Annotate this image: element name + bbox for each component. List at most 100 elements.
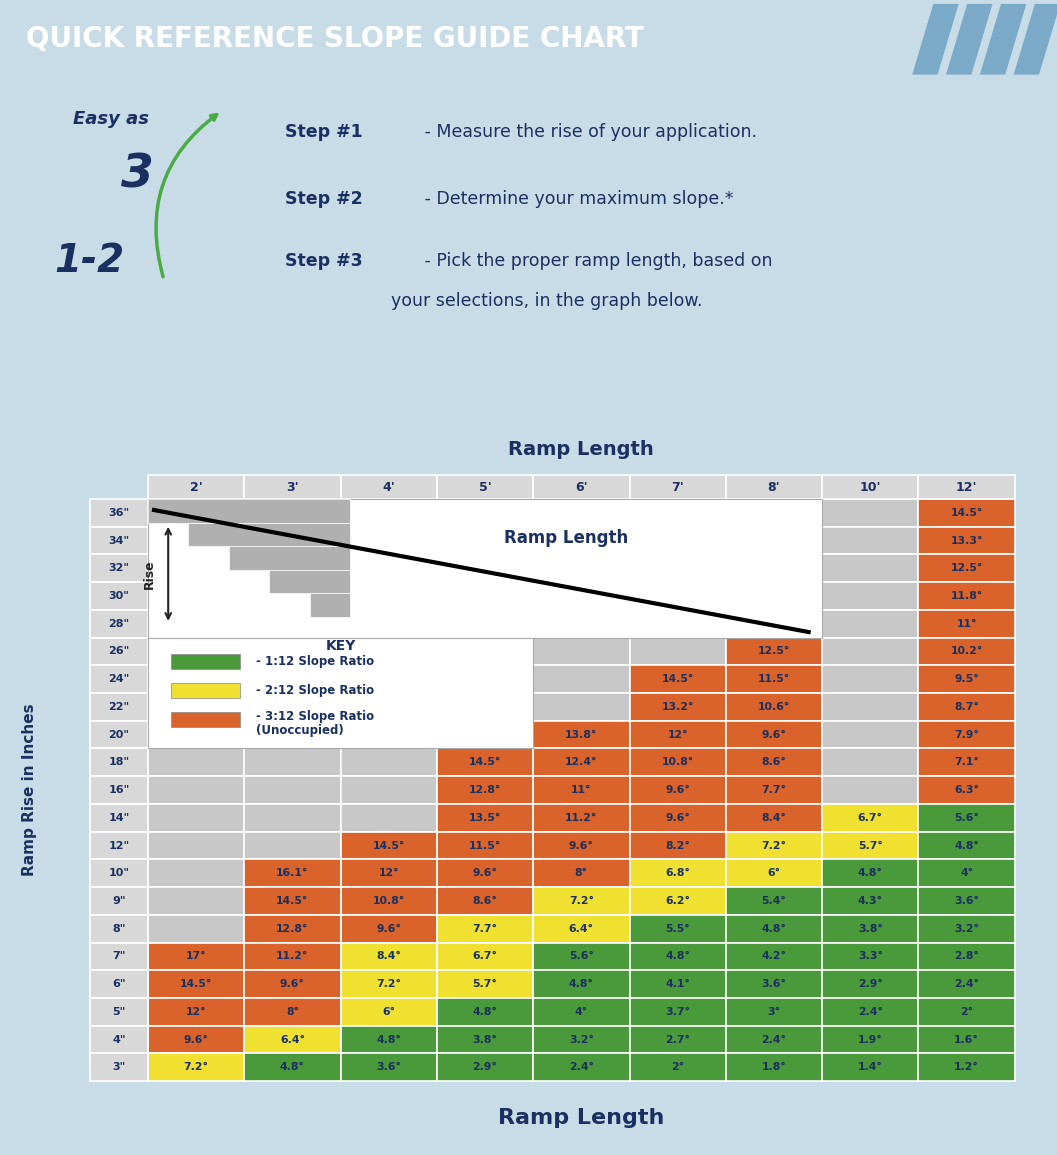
Bar: [148, 476, 244, 499]
Text: 3.8°: 3.8°: [858, 924, 883, 933]
Bar: [919, 527, 1015, 554]
Bar: [148, 610, 244, 638]
Text: 34": 34": [109, 536, 129, 545]
Bar: [630, 748, 726, 776]
Bar: [340, 582, 437, 610]
Bar: [437, 638, 533, 665]
Bar: [171, 683, 240, 698]
Bar: [244, 582, 340, 610]
Text: 8.6°: 8.6°: [761, 758, 786, 767]
Bar: [171, 711, 240, 726]
Bar: [90, 527, 148, 554]
Bar: [437, 527, 533, 554]
Bar: [919, 476, 1015, 499]
Bar: [244, 693, 340, 721]
Bar: [148, 859, 244, 887]
Bar: [919, 582, 1015, 610]
Text: 2.4°: 2.4°: [858, 1007, 883, 1016]
Text: 13.2°: 13.2°: [662, 702, 693, 711]
Text: 9.6°: 9.6°: [184, 1035, 208, 1044]
Bar: [340, 859, 437, 887]
Bar: [533, 476, 630, 499]
Bar: [630, 499, 726, 527]
Bar: [437, 887, 533, 915]
Bar: [148, 554, 244, 582]
Bar: [148, 998, 244, 1026]
Bar: [437, 1026, 533, 1053]
Text: 6.8°: 6.8°: [665, 869, 690, 878]
Bar: [533, 527, 630, 554]
Text: 1.9°: 1.9°: [858, 1035, 883, 1044]
Text: 16.1°: 16.1°: [276, 869, 309, 878]
Bar: [726, 804, 822, 832]
Bar: [822, 970, 919, 998]
Polygon shape: [1014, 3, 1057, 75]
Bar: [244, 832, 340, 859]
Text: 7': 7': [671, 480, 684, 493]
Text: 12.5°: 12.5°: [950, 564, 983, 573]
Bar: [90, 499, 148, 527]
Polygon shape: [980, 3, 1026, 75]
Text: Easy as: Easy as: [73, 110, 149, 128]
Bar: [630, 476, 726, 499]
Bar: [437, 499, 533, 527]
Bar: [533, 776, 630, 804]
Bar: [533, 665, 630, 693]
Text: 10.6°: 10.6°: [758, 702, 791, 711]
Bar: [630, 942, 726, 970]
Bar: [148, 665, 244, 693]
Bar: [630, 859, 726, 887]
Bar: [630, 693, 726, 721]
Bar: [533, 582, 630, 610]
Text: 14.5°: 14.5°: [180, 979, 212, 989]
Text: 4.8°: 4.8°: [376, 1035, 402, 1044]
Bar: [919, 832, 1015, 859]
Bar: [244, 499, 340, 527]
Bar: [822, 748, 919, 776]
Text: 12.4°: 12.4°: [565, 758, 597, 767]
Text: 6.3°: 6.3°: [954, 785, 979, 795]
Bar: [90, 554, 148, 582]
Bar: [919, 1053, 1015, 1081]
Bar: [340, 665, 437, 693]
Bar: [630, 638, 726, 665]
Bar: [726, 665, 822, 693]
Text: 7.2°: 7.2°: [184, 1063, 208, 1072]
Bar: [148, 721, 244, 748]
Text: 1.2°: 1.2°: [954, 1063, 979, 1072]
Text: 12.5°: 12.5°: [758, 647, 791, 656]
Bar: [148, 887, 244, 915]
Bar: [533, 942, 630, 970]
Bar: [90, 1053, 148, 1081]
Text: 6.7°: 6.7°: [472, 952, 498, 961]
Bar: [437, 693, 533, 721]
Bar: [340, 527, 437, 554]
Bar: [726, 499, 822, 527]
Bar: [437, 665, 533, 693]
Text: 12°: 12°: [667, 730, 688, 739]
Text: 9.6°: 9.6°: [761, 730, 786, 739]
Text: 5.5°: 5.5°: [665, 924, 690, 933]
Text: 30": 30": [109, 591, 129, 601]
Bar: [726, 970, 822, 998]
Bar: [822, 776, 919, 804]
Bar: [630, 610, 726, 638]
Bar: [310, 594, 350, 617]
Bar: [726, 998, 822, 1026]
Bar: [148, 776, 244, 804]
Text: 5": 5": [112, 1007, 126, 1016]
Bar: [244, 776, 340, 804]
Bar: [822, 527, 919, 554]
Bar: [437, 610, 533, 638]
Bar: [148, 832, 244, 859]
Bar: [919, 804, 1015, 832]
Text: 4°: 4°: [575, 1007, 588, 1016]
Bar: [244, 554, 340, 582]
Text: 12.8°: 12.8°: [469, 785, 501, 795]
Bar: [919, 554, 1015, 582]
Text: Ramp Length: Ramp Length: [504, 529, 628, 546]
Text: 2.4°: 2.4°: [954, 979, 979, 989]
Bar: [630, 582, 726, 610]
Text: 9.6°: 9.6°: [665, 813, 690, 822]
Bar: [726, 582, 822, 610]
